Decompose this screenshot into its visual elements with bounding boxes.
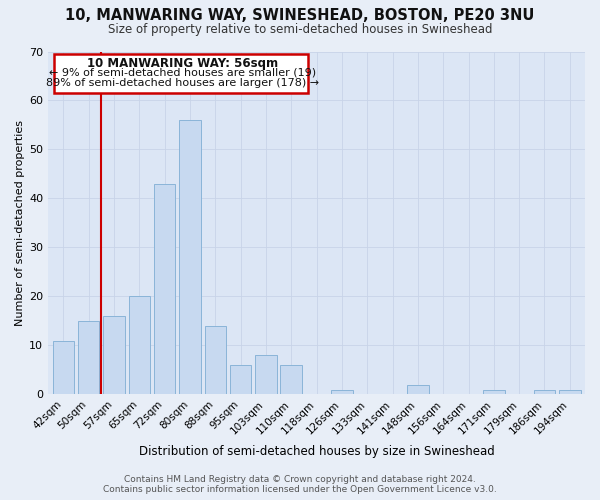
X-axis label: Distribution of semi-detached houses by size in Swineshead: Distribution of semi-detached houses by … xyxy=(139,444,494,458)
Text: 10, MANWARING WAY, SWINESHEAD, BOSTON, PE20 3NU: 10, MANWARING WAY, SWINESHEAD, BOSTON, P… xyxy=(65,8,535,22)
Bar xyxy=(255,356,277,395)
Text: Contains HM Land Registry data © Crown copyright and database right 2024.: Contains HM Land Registry data © Crown c… xyxy=(124,475,476,484)
Bar xyxy=(53,340,74,394)
Y-axis label: Number of semi-detached properties: Number of semi-detached properties xyxy=(15,120,25,326)
Bar xyxy=(559,390,581,394)
Bar xyxy=(534,390,555,394)
FancyBboxPatch shape xyxy=(55,54,308,93)
Bar xyxy=(154,184,175,394)
Text: ← 9% of semi-detached houses are smaller (19): ← 9% of semi-detached houses are smaller… xyxy=(49,67,316,77)
Text: Contains public sector information licensed under the Open Government Licence v3: Contains public sector information licen… xyxy=(103,484,497,494)
Bar xyxy=(407,384,428,394)
Bar xyxy=(230,365,251,394)
Bar xyxy=(128,296,150,394)
Text: 10 MANWARING WAY: 56sqm: 10 MANWARING WAY: 56sqm xyxy=(87,58,278,70)
Bar xyxy=(331,390,353,394)
Bar xyxy=(103,316,125,394)
Text: 89% of semi-detached houses are larger (178) →: 89% of semi-detached houses are larger (… xyxy=(46,78,319,88)
Text: Size of property relative to semi-detached houses in Swineshead: Size of property relative to semi-detach… xyxy=(108,22,492,36)
Bar xyxy=(483,390,505,394)
Bar xyxy=(280,365,302,394)
Bar xyxy=(179,120,201,394)
Bar xyxy=(78,321,100,394)
Bar xyxy=(205,326,226,394)
